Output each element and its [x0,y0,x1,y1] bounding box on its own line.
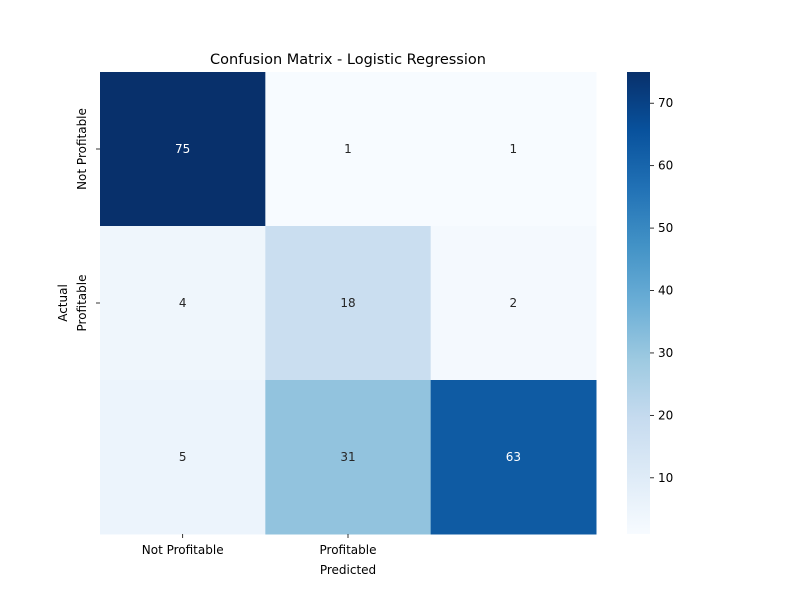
colorbar: 10 20 30 40 50 60 70 [627,72,673,534]
heatmap-cells [100,72,597,535]
colorbar-tick-label: 30 [658,346,673,360]
x-axis-ticks: Not Profitable Profitable [142,534,377,557]
colorbar-gradient [627,72,650,534]
colorbar-tick-label: 50 [658,221,673,235]
colorbar-ticks: 10 20 30 40 50 60 70 [650,96,673,485]
cell-value-r1-c0: 4 [179,296,187,310]
colorbar-tick-label: 70 [658,96,673,110]
heatmap-cell-labels: 75 1 1 4 18 2 5 31 63 [175,142,521,464]
colorbar-tick-label: 60 [658,159,673,173]
cell-value-r0-c2: 1 [510,142,518,156]
y-axis-ticks: Not Profitable Profitable [75,108,100,332]
heatmap-cell-r2-c2 [430,380,597,535]
x-tick-label: Not Profitable [142,543,224,557]
colorbar-tick-label: 10 [658,471,673,485]
cell-value-r2-c1: 31 [340,450,355,464]
cell-value-r1-c1: 18 [340,296,355,310]
colorbar-tick-label: 40 [658,284,673,298]
y-axis-label: Actual [56,284,70,322]
heatmap-cell-r2-c1 [265,380,432,535]
heatmap-cell-r2-c0 [100,380,266,535]
cell-value-r1-c2: 2 [510,296,518,310]
cell-value-r2-c2: 63 [506,450,521,464]
heatmap-cell-r0-c2 [430,72,597,227]
heatmap-cell-r1-c2 [430,226,597,381]
heatmap-cell-r1-c1 [265,226,432,381]
x-tick-label: Profitable [320,543,377,557]
heatmap-cell-r0-c0 [100,72,266,227]
heatmap-cell-r0-c1 [265,72,432,227]
colorbar-tick-label: 20 [658,408,673,422]
cell-value-r2-c0: 5 [179,450,187,464]
cell-value-r0-c0: 75 [175,142,190,156]
y-tick-label: Profitable [75,275,89,332]
y-tick-label: Not Profitable [75,108,89,190]
cell-value-r0-c1: 1 [344,142,352,156]
heatmap-cell-r1-c0 [100,226,266,381]
chart-title: Confusion Matrix - Logistic Regression [210,52,486,68]
x-axis-label: Predicted [320,563,376,577]
